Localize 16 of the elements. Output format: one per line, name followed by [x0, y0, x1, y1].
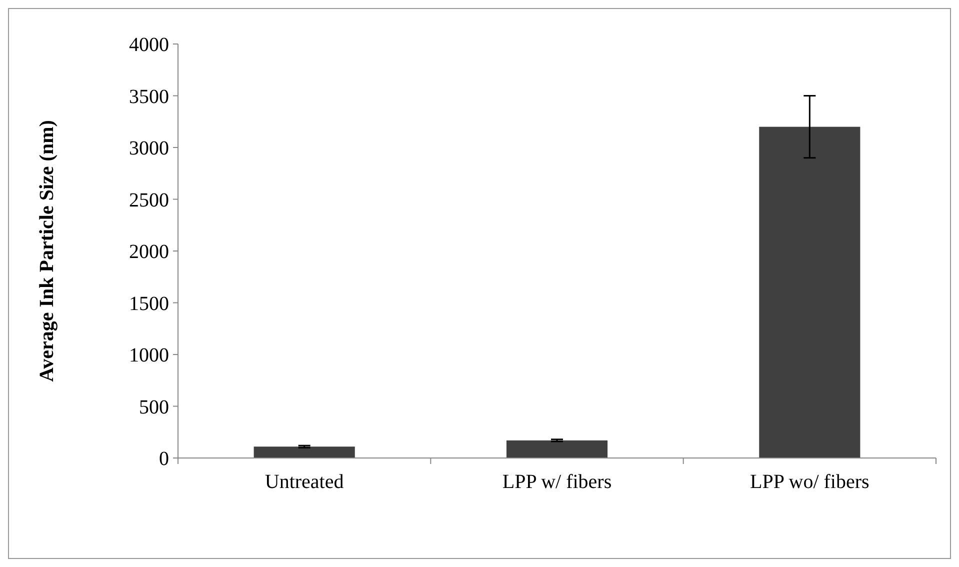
x-tick-label: LPP wo/ fibers: [750, 471, 870, 493]
y-tick-label: 1000: [129, 344, 169, 366]
x-tick-label: Untreated: [264, 471, 344, 493]
bar: [506, 440, 608, 458]
y-tick-label: 500: [139, 396, 169, 418]
y-tick-label: 4000: [129, 34, 169, 56]
bar: [759, 126, 860, 458]
y-tick-label: 0: [159, 448, 169, 470]
y-tick-label: 3500: [129, 86, 169, 108]
bar: [254, 446, 355, 458]
x-tick-label: LPP w/ fibers: [502, 471, 612, 493]
y-tick-label: 2500: [129, 189, 169, 212]
y-axis-title: Average Ink Particle Size (nm): [36, 120, 58, 382]
y-tick-label: 1500: [129, 292, 169, 315]
y-tick-label: 3000: [129, 138, 169, 160]
y-tick-label: 2000: [129, 241, 169, 263]
